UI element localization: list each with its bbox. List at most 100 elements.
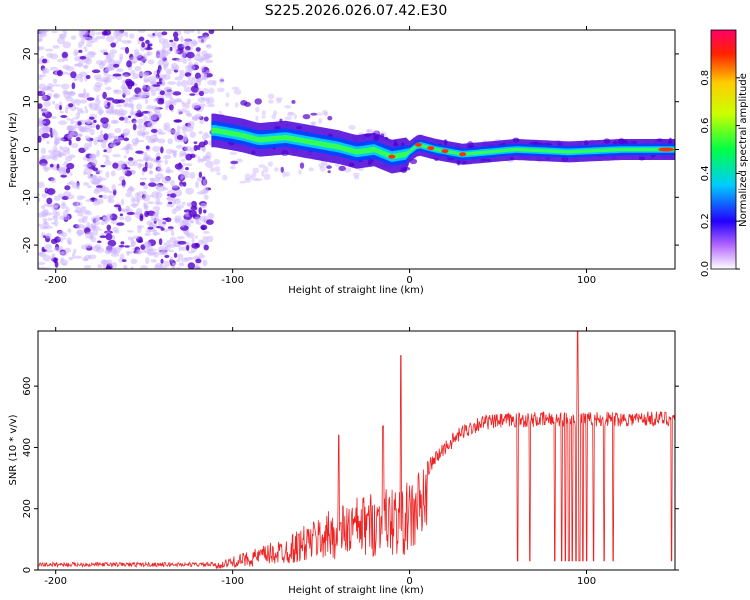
signal-scatter-blob <box>231 86 240 90</box>
colorbar: 0.0 0.2 0.4 0.6 0.8 Normalized spectral ampl… <box>700 29 749 277</box>
noise-blob <box>124 97 131 103</box>
noise-blob <box>62 169 66 176</box>
noise-blob <box>183 30 192 34</box>
noise-blob <box>176 57 183 63</box>
noise-blob <box>185 167 189 171</box>
noise-blob <box>125 147 134 151</box>
noise-blob <box>42 112 46 117</box>
noise-blob <box>145 257 150 265</box>
noise-blob <box>84 105 88 109</box>
noise-blob <box>74 255 82 259</box>
noise-blob <box>140 265 148 269</box>
noise-blob <box>185 163 193 167</box>
noise-blob <box>171 184 179 189</box>
noise-blob <box>53 94 59 98</box>
noise-blob <box>73 209 83 214</box>
noise-blob <box>120 198 125 206</box>
noise-blob <box>130 69 136 75</box>
ridge-hotspot <box>459 152 467 157</box>
noise-blob <box>143 75 148 83</box>
signal-scatter-blob <box>327 115 333 121</box>
noise-blob <box>191 76 196 80</box>
noise-blob <box>85 43 93 48</box>
noise-blob <box>198 171 203 179</box>
signal-scatter-blob <box>251 178 259 181</box>
noise-blob <box>97 134 103 142</box>
signal-scatter-blob <box>208 87 215 95</box>
noise-blob <box>132 123 137 131</box>
colorbar-tick-label: 0.4 <box>700 165 711 181</box>
noise-blob <box>143 194 151 202</box>
noise-blob <box>169 98 176 105</box>
ridge-hotspot <box>658 147 675 152</box>
signal-scatter-blob <box>273 167 279 172</box>
noise-blob <box>156 167 164 173</box>
noise-blob <box>185 109 191 117</box>
noise-blob <box>60 174 68 178</box>
noise-blob <box>122 185 126 189</box>
noise-blob <box>73 248 77 254</box>
signal-scatter-blob <box>367 128 373 133</box>
signal-scatter-blob <box>261 170 265 177</box>
noise-blob <box>83 167 92 175</box>
noise-blob <box>84 231 94 239</box>
noise-blob <box>163 124 168 131</box>
noise-blob <box>68 154 76 159</box>
snr-x-tick-label: 0 <box>406 576 412 587</box>
noise-blob <box>164 254 170 259</box>
noise-blob <box>158 59 164 62</box>
noise-blob <box>197 77 203 83</box>
signal-scatter-blob <box>271 113 277 120</box>
noise-blob <box>115 30 122 36</box>
signal-scatter-blob <box>219 79 225 82</box>
noise-blob <box>173 99 183 103</box>
noise-blob <box>196 177 203 182</box>
noise-blob <box>108 197 115 204</box>
noise-blob <box>172 199 177 206</box>
noise-blob <box>165 148 174 155</box>
noise-blob <box>183 89 192 93</box>
noise-blob <box>170 42 176 47</box>
noise-blob <box>94 81 103 88</box>
noise-blob <box>152 229 158 237</box>
noise-blob <box>173 36 179 42</box>
noise-blob <box>129 244 135 248</box>
noise-blob <box>98 198 104 205</box>
signal-scatter-blob <box>244 173 251 180</box>
noise-blob <box>60 115 68 118</box>
noise-blob <box>46 197 53 205</box>
noise-blob <box>85 74 91 80</box>
noise-blob <box>138 163 146 167</box>
noise-blob <box>60 203 67 210</box>
spectrogram-x-axis-label: Height of straight line (km) <box>288 285 424 296</box>
noise-blob <box>105 147 112 154</box>
noise-blob <box>54 260 59 268</box>
signal-scatter-blob <box>252 167 260 174</box>
noise-blob <box>39 74 47 78</box>
signal-scatter-blob <box>234 101 239 108</box>
noise-blob <box>137 30 146 33</box>
noise-blob <box>202 230 210 234</box>
noise-blob <box>158 49 167 54</box>
noise-blob <box>119 213 124 217</box>
snr-y-axis-label: SNR (10 * v/v) <box>8 414 19 485</box>
signal-scatter-blob <box>249 175 254 179</box>
spectrogram-y-ticks: -20 -10 0 10 20 <box>22 48 679 253</box>
noise-blob <box>96 149 100 157</box>
noise-blob <box>137 239 144 243</box>
noise-blob <box>40 205 46 210</box>
spectrogram-x-tick-label: -200 <box>44 275 67 286</box>
noise-blob <box>38 193 41 197</box>
noise-blob <box>111 184 117 192</box>
noise-blob <box>40 55 44 59</box>
noise-blob <box>182 162 187 167</box>
noise-blob <box>41 58 48 64</box>
noise-blob <box>120 241 125 245</box>
noise-blob <box>163 65 167 71</box>
noise-blob <box>156 69 160 75</box>
noise-blob <box>56 70 63 77</box>
noise-blob <box>179 69 185 75</box>
noise-blob <box>177 240 187 245</box>
noise-blob <box>128 115 132 119</box>
noise-blob <box>187 250 195 254</box>
